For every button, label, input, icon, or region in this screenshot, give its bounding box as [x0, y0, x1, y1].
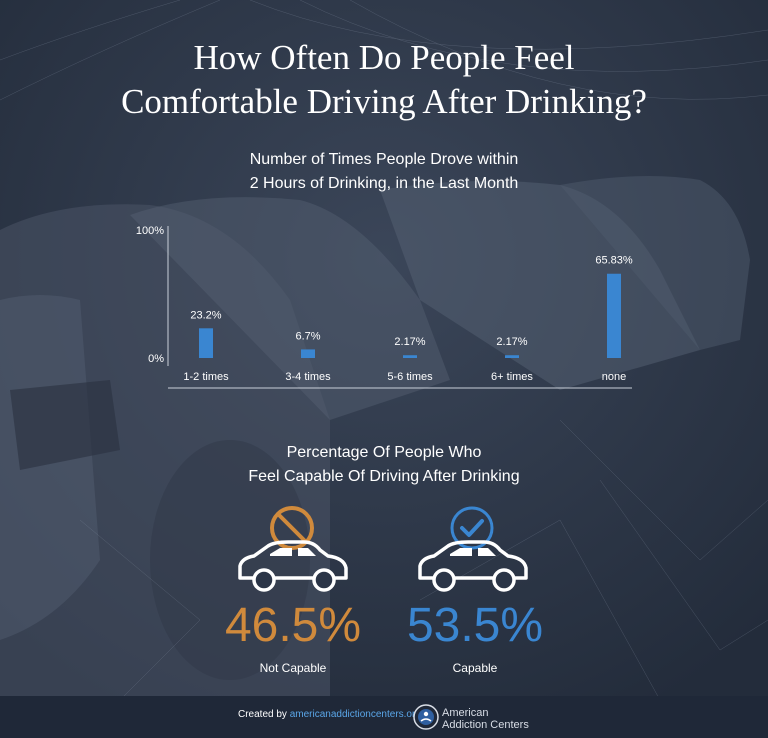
category-label-5: none	[602, 371, 626, 383]
bar-4	[505, 355, 519, 358]
no-symbol-car-icon	[238, 506, 348, 592]
capability-title-line-2: Feel Capable Of Driving After Drinking	[248, 468, 520, 485]
data-label-4: 2.17%	[496, 336, 527, 348]
y-tick-label-bottom: 0%	[148, 353, 164, 365]
credit-prefix: Created by	[238, 709, 290, 720]
bar-3	[403, 355, 417, 358]
bar-chart-title-line-1: Number of Times People Drove within	[249, 151, 519, 168]
logo-line-1: American	[442, 707, 489, 719]
page-title: How Often Do People Feel Comfortable Dri…	[0, 36, 768, 124]
logo-text: American Addiction Centers	[442, 707, 529, 731]
data-label-1: 23.2%	[190, 309, 221, 321]
stat-not-capable-value: 46.5%	[224, 599, 362, 652]
footer: Created by americanaddictioncenters.org	[0, 696, 768, 738]
category-label-3: 5-6 times	[387, 371, 433, 383]
aac-logo-icon	[413, 704, 439, 730]
footer-credit: Created by americanaddictioncenters.org	[238, 709, 421, 720]
capability-section-title: Percentage Of People Who Feel Capable Of…	[0, 441, 768, 489]
category-label-1: 1-2 times	[183, 371, 229, 383]
data-label-3: 2.17%	[394, 336, 425, 348]
stat-not-capable-label: Not Capable	[259, 661, 327, 675]
capability-title-line-1: Percentage Of People Who	[286, 444, 482, 461]
logo-line-2: Addiction Centers	[442, 719, 529, 731]
category-label-4: 6+ times	[491, 371, 533, 383]
stat-not-capable: 46.5% Not Capable	[193, 600, 393, 676]
bar-chart-title: Number of Times People Drove within 2 Ho…	[0, 148, 768, 196]
checkmark-car-icon	[418, 506, 528, 592]
data-label-5: 65.83%	[595, 255, 633, 267]
bar-1	[199, 328, 213, 358]
credit-link[interactable]: americanaddictioncenters.org	[289, 709, 421, 720]
bar-chart-title-line-2: 2 Hours of Drinking, in the Last Month	[249, 175, 519, 192]
title-line-2: Comfortable Driving After Drinking?	[121, 82, 647, 121]
stat-capable-label: Capable	[452, 661, 498, 675]
title-line-1: How Often Do People Feel	[193, 38, 575, 77]
y-tick-label-top: 100%	[136, 225, 164, 237]
bar-5	[607, 273, 621, 358]
stat-capable-value: 53.5%	[406, 599, 544, 652]
stat-capable: 53.5% Capable	[375, 600, 575, 676]
category-label-2: 3-4 times	[285, 371, 331, 383]
data-label-2: 6.7%	[295, 330, 320, 342]
bar-2	[301, 349, 315, 358]
